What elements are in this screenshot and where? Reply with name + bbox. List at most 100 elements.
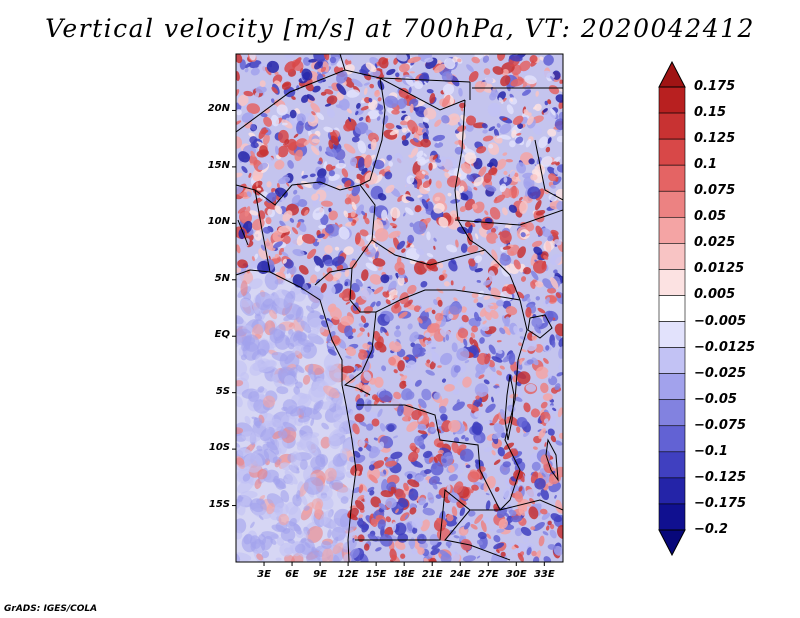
velocity-blob bbox=[526, 116, 534, 126]
velocity-blob bbox=[494, 387, 501, 395]
velocity-blob bbox=[409, 138, 424, 148]
velocity-blob bbox=[354, 122, 369, 135]
velocity-blob bbox=[466, 245, 479, 254]
velocity-blob bbox=[367, 486, 375, 493]
velocity-blob bbox=[336, 70, 348, 84]
velocity-contours bbox=[236, 54, 563, 562]
velocity-blob bbox=[447, 192, 452, 197]
lon-label: 24E bbox=[449, 569, 471, 580]
velocity-blob bbox=[258, 515, 264, 521]
velocity-blob bbox=[483, 379, 490, 385]
velocity-blob bbox=[408, 154, 414, 159]
velocity-blob bbox=[347, 335, 354, 340]
velocity-blob bbox=[431, 346, 436, 350]
velocity-blob bbox=[483, 420, 491, 425]
velocity-blob bbox=[295, 306, 304, 323]
velocity-blob bbox=[531, 357, 539, 366]
velocity-blob bbox=[263, 116, 273, 127]
velocity-blob bbox=[409, 71, 415, 74]
velocity-blob bbox=[369, 377, 377, 385]
velocity-blob bbox=[342, 542, 351, 550]
velocity-blob bbox=[382, 291, 390, 298]
velocity-blob bbox=[492, 413, 499, 425]
velocity-blob bbox=[250, 123, 257, 131]
velocity-blob bbox=[385, 299, 391, 305]
velocity-blob bbox=[407, 323, 413, 330]
colorbar-level-label: 0.025 bbox=[694, 235, 736, 251]
velocity-blob bbox=[284, 554, 295, 562]
velocity-blob bbox=[299, 433, 319, 453]
velocity-blob bbox=[549, 374, 552, 379]
velocity-blob bbox=[293, 133, 299, 138]
velocity-blob bbox=[483, 254, 486, 259]
velocity-blob bbox=[331, 256, 345, 266]
velocity-blob bbox=[474, 81, 486, 93]
velocity-blob bbox=[529, 55, 538, 63]
velocity-blob bbox=[536, 322, 549, 330]
colorbar-segment bbox=[658, 138, 686, 166]
velocity-blob bbox=[349, 259, 358, 269]
velocity-blob bbox=[553, 269, 558, 274]
velocity-blob bbox=[496, 370, 503, 376]
velocity-blob bbox=[460, 306, 468, 313]
velocity-blob bbox=[351, 185, 361, 197]
velocity-blob bbox=[328, 427, 344, 442]
velocity-blob bbox=[276, 183, 280, 189]
border-zambia bbox=[444, 499, 563, 561]
velocity-blob bbox=[476, 555, 481, 559]
velocity-blob bbox=[292, 248, 305, 257]
velocity-blob bbox=[528, 158, 535, 165]
velocity-blob bbox=[296, 183, 304, 190]
velocity-blob bbox=[237, 94, 249, 107]
velocity-blob bbox=[493, 534, 501, 543]
velocity-blob bbox=[552, 407, 557, 412]
velocity-blob bbox=[304, 542, 311, 549]
velocity-blob bbox=[265, 217, 272, 225]
velocity-blob bbox=[438, 262, 444, 269]
velocity-blob bbox=[377, 519, 386, 530]
velocity-blob bbox=[298, 265, 309, 275]
velocity-blob bbox=[500, 551, 506, 557]
velocity-blob bbox=[236, 442, 241, 448]
velocity-blob bbox=[356, 102, 361, 109]
velocity-blob bbox=[464, 437, 469, 442]
velocity-blob bbox=[473, 176, 484, 187]
velocity-blob bbox=[464, 152, 477, 164]
velocity-blob bbox=[517, 388, 523, 400]
velocity-blob bbox=[498, 97, 504, 104]
velocity-blob bbox=[380, 326, 388, 333]
velocity-blob bbox=[354, 413, 365, 423]
velocity-blob bbox=[376, 116, 381, 121]
velocity-blob bbox=[493, 423, 505, 434]
colorbar-segment bbox=[658, 243, 686, 270]
velocity-blob bbox=[392, 226, 397, 229]
velocity-blob bbox=[437, 299, 443, 307]
lon-label: 3E bbox=[257, 569, 271, 580]
velocity-blob bbox=[287, 160, 294, 169]
velocity-blob bbox=[307, 285, 324, 304]
velocity-blob bbox=[311, 145, 320, 156]
velocity-blob bbox=[500, 75, 511, 87]
velocity-blob bbox=[328, 139, 334, 150]
velocity-blob bbox=[522, 536, 530, 543]
velocity-blob bbox=[485, 76, 494, 84]
velocity-blob bbox=[425, 369, 435, 376]
velocity-blob bbox=[335, 399, 345, 415]
velocity-blob bbox=[417, 317, 423, 324]
velocity-blob bbox=[409, 442, 416, 451]
velocity-blob bbox=[457, 327, 469, 339]
velocity-blob bbox=[466, 403, 479, 412]
velocity-blob bbox=[333, 554, 340, 562]
velocity-blob bbox=[308, 369, 317, 382]
velocity-blob bbox=[505, 284, 517, 295]
colorbar-level-label: −0.005 bbox=[694, 313, 747, 329]
colorbar-segment bbox=[658, 373, 686, 401]
velocity-blob bbox=[398, 311, 408, 319]
velocity-blob bbox=[274, 159, 285, 170]
velocity-blob bbox=[241, 165, 248, 174]
velocity-blob bbox=[386, 154, 393, 161]
velocity-blob bbox=[476, 279, 481, 283]
velocity-blob bbox=[358, 484, 364, 494]
velocity-blob bbox=[446, 244, 458, 253]
velocity-blob bbox=[328, 170, 335, 177]
